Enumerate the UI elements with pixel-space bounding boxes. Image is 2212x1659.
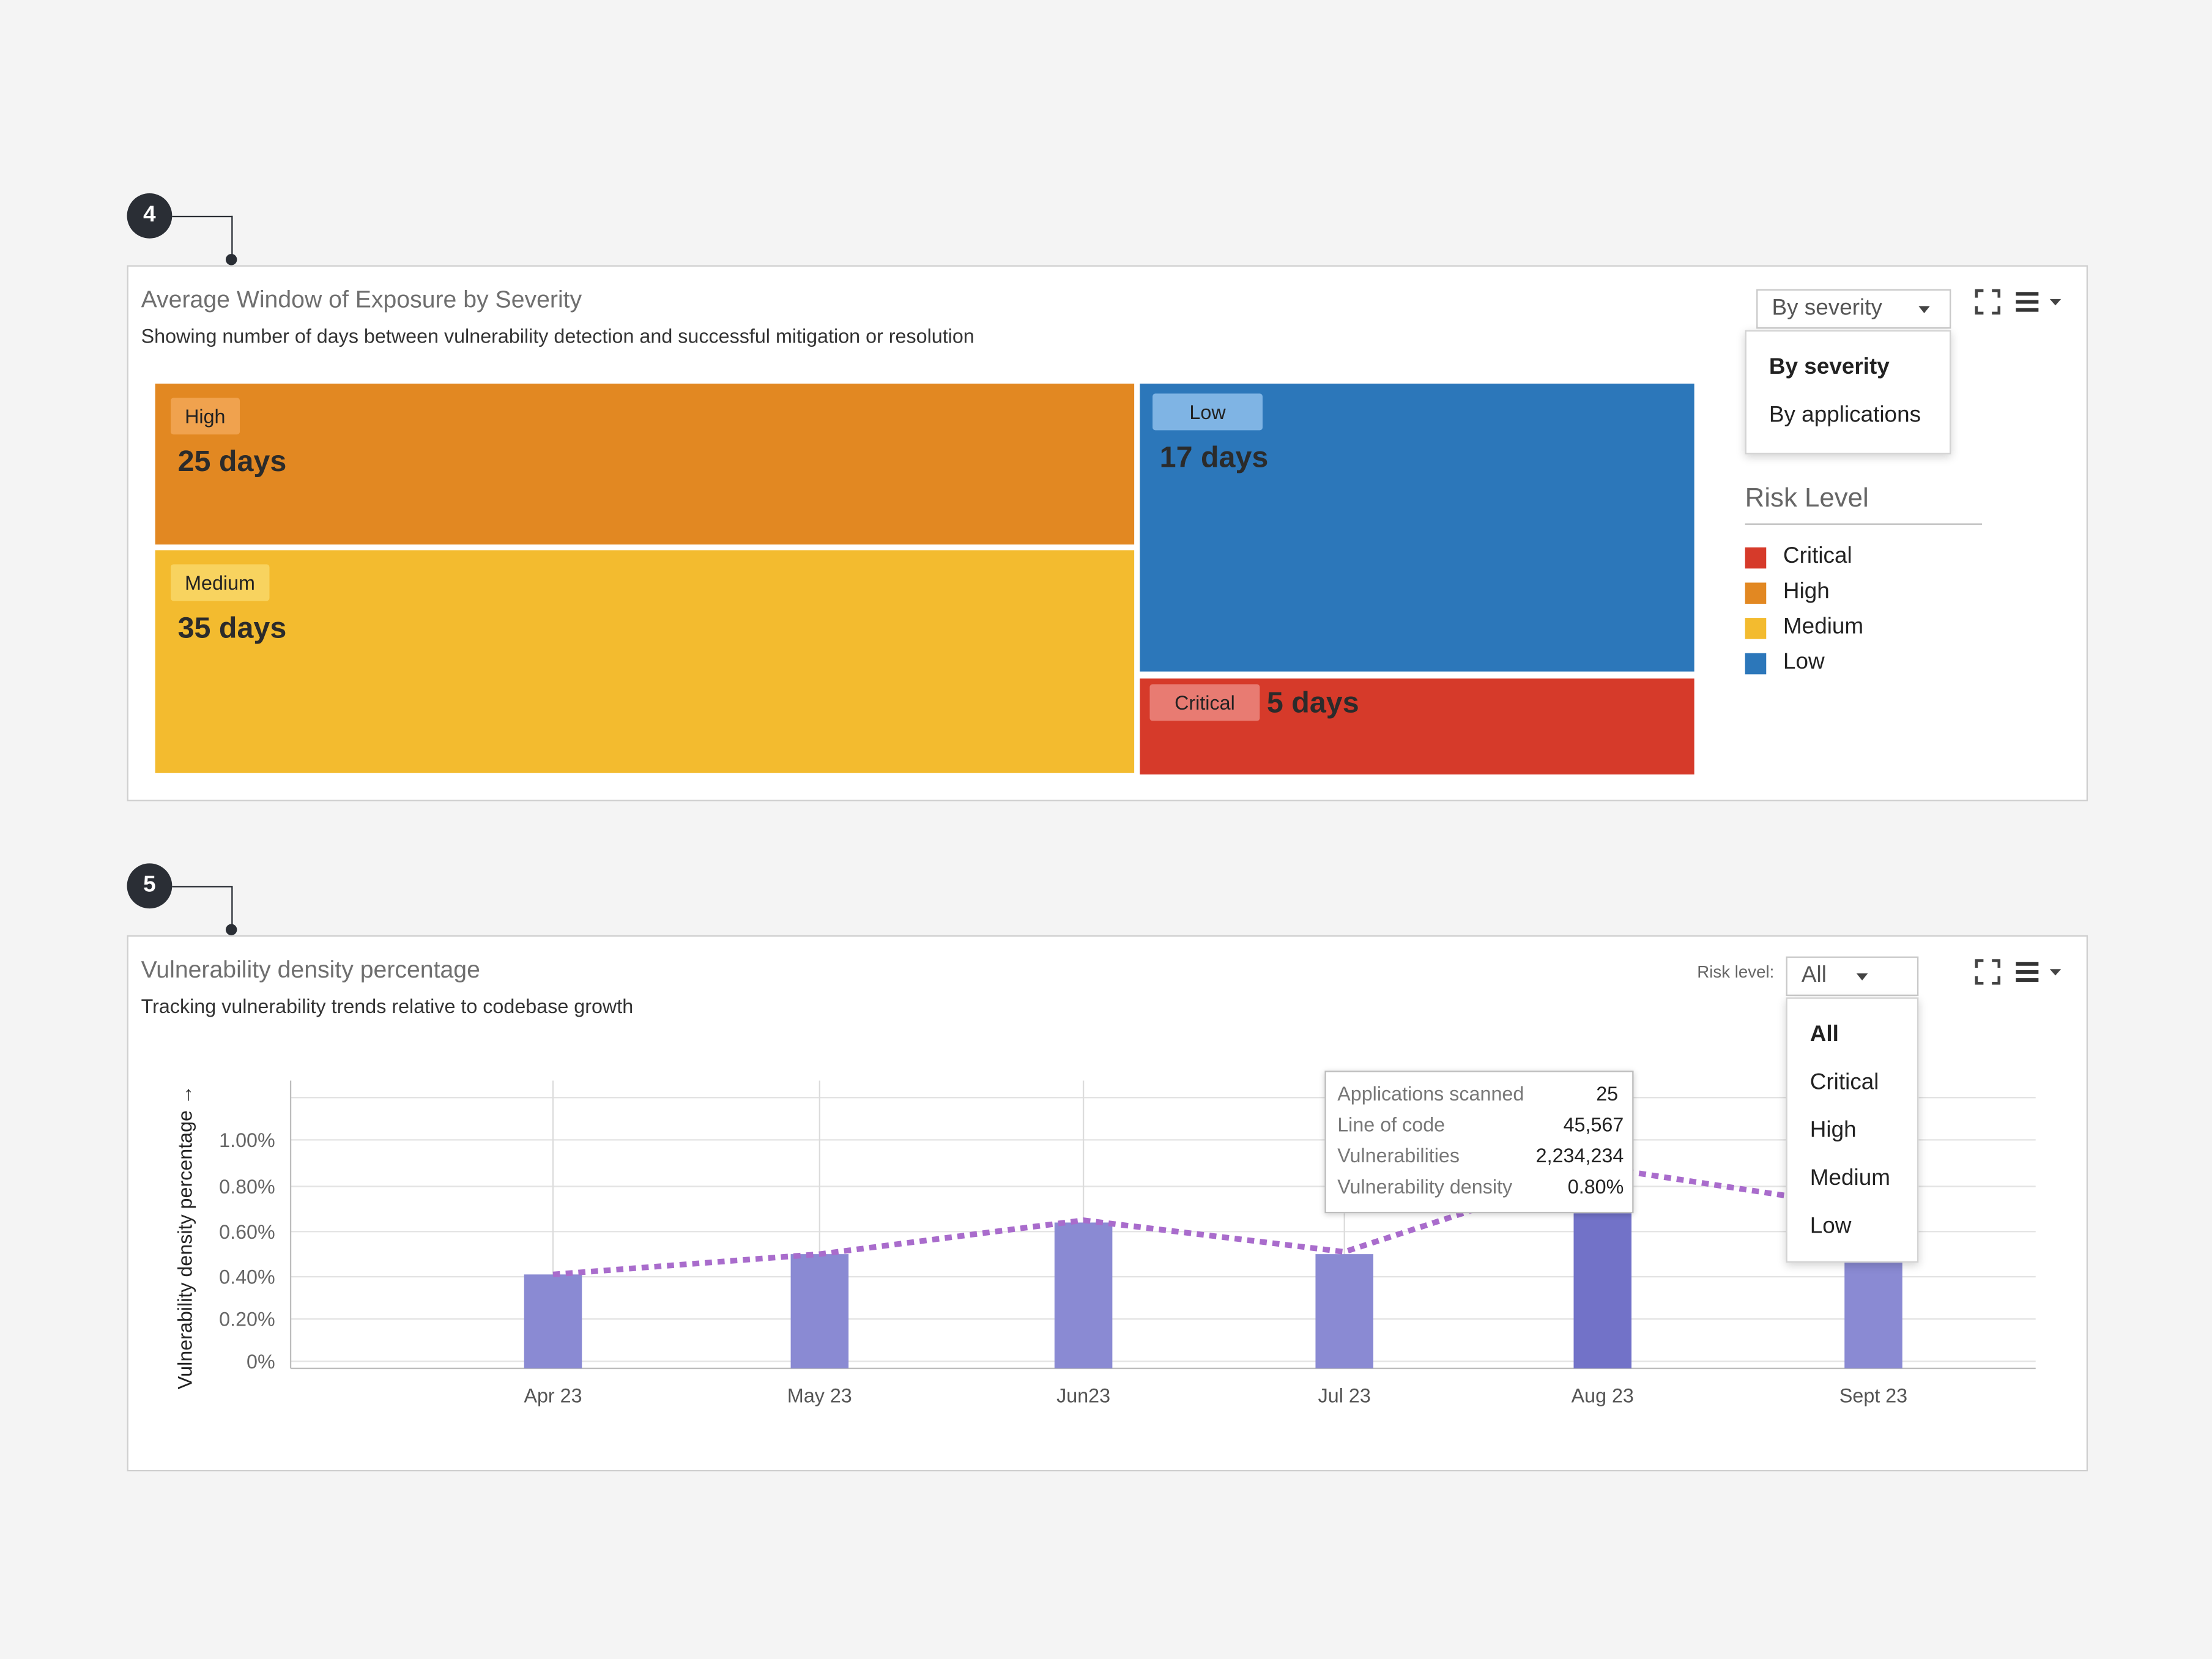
tile-medium[interactable]: Medium 35 days	[155, 550, 1135, 773]
connector-dot	[225, 254, 237, 265]
step-marker-5: 5	[127, 863, 173, 909]
tile-low[interactable]: Low 17 days	[1140, 384, 1694, 672]
menu-option-by-severity[interactable]: By severity	[1768, 355, 1890, 380]
chevron-down-icon	[1856, 973, 1868, 981]
tile-badge: High	[171, 398, 240, 435]
x-tick-label: Sept 23	[1839, 1384, 1907, 1406]
menu-option-high[interactable]: High	[1809, 1118, 1857, 1143]
legend-label: Critical	[1783, 544, 1852, 569]
tile-high[interactable]: High 25 days	[155, 384, 1135, 545]
risk-level-menu: All Critical High Medium Low	[1786, 997, 1919, 1263]
legend-item-low[interactable]: Low	[1745, 650, 1825, 676]
tooltip-row: Line of code 45,567	[1337, 1113, 1624, 1141]
tile-badge: Critical	[1149, 684, 1260, 721]
tile-value: 5 days	[1266, 687, 1359, 720]
marker-connector	[172, 215, 233, 257]
legend-swatch	[1745, 652, 1767, 674]
tile-value: 17 days	[1159, 441, 1269, 474]
bar[interactable]	[790, 1254, 849, 1368]
step-marker-4: 4	[127, 193, 173, 239]
menu-option-critical[interactable]: Critical	[1809, 1071, 1879, 1095]
legend-item-critical[interactable]: Critical	[1745, 544, 1852, 570]
risk-level-select-value: All	[1801, 963, 1827, 988]
tooltip-value: 45,567	[1563, 1113, 1624, 1136]
tile-value: 25 days	[177, 445, 287, 478]
bar[interactable]	[1054, 1222, 1113, 1368]
menu-icon[interactable]	[2014, 288, 2062, 316]
fullscreen-icon[interactable]	[1973, 958, 2002, 986]
y-tick-label: 0.80%	[219, 1176, 275, 1198]
legend-title: Risk Level	[1745, 483, 1869, 514]
legend-label: Medium	[1783, 615, 1864, 639]
series-line	[552, 1165, 1874, 1277]
x-tick-label: Apr 23	[524, 1384, 582, 1406]
legend-label: Low	[1783, 650, 1825, 675]
connector-dot	[225, 924, 237, 935]
panel-subtitle: Tracking vulnerability trends relative t…	[141, 994, 634, 1017]
menu-option-low[interactable]: Low	[1809, 1214, 1852, 1239]
y-tick-label: 0.40%	[219, 1266, 275, 1288]
panel-subtitle: Showing number of days between vulnerabi…	[141, 324, 974, 347]
y-axis-label: Vulnerability density percentage →	[174, 1085, 196, 1389]
x-tick-label: Aug 23	[1572, 1384, 1634, 1406]
bar[interactable]	[1844, 1254, 1902, 1368]
bar[interactable]	[524, 1274, 582, 1368]
y-tick-label: 0.20%	[219, 1308, 275, 1331]
density-panel: Vulnerability density percentage Trackin…	[127, 935, 2088, 1472]
view-by-select[interactable]: By severity	[1756, 289, 1951, 329]
tooltip-value: 2,234,234	[1535, 1144, 1624, 1167]
menu-icon[interactable]	[2014, 958, 2062, 986]
tooltip-label: Vulnerabilities	[1337, 1144, 1460, 1167]
panel-title: Average Window of Exposure by Severity	[141, 286, 582, 313]
legend-item-high[interactable]: High	[1745, 580, 1830, 606]
tooltip-label: Line of code	[1337, 1113, 1446, 1136]
x-tick-label: Jul 23	[1318, 1384, 1371, 1406]
menu-option-by-applications[interactable]: By applications	[1768, 403, 1921, 428]
legend-item-medium[interactable]: Medium	[1745, 615, 1863, 640]
y-tick-label: 0.60%	[219, 1221, 275, 1243]
tooltip-value: 25	[1596, 1082, 1619, 1105]
chart-tooltip: Applications scanned 25 Line of code 45,…	[1324, 1071, 1634, 1214]
tooltip-label: Vulnerability density	[1337, 1175, 1513, 1198]
view-by-menu: By severity By applications	[1745, 330, 1951, 455]
view-by-select-value: By severity	[1772, 296, 1882, 321]
tile-badge: Medium	[171, 564, 270, 601]
marker-connector	[172, 886, 233, 927]
tooltip-row: Vulnerability density 0.80%	[1337, 1175, 1624, 1203]
tile-critical[interactable]: Critical 5 days	[1140, 678, 1694, 775]
panel-title: Vulnerability density percentage	[141, 956, 480, 984]
menu-option-all[interactable]: All	[1809, 1022, 1839, 1047]
tile-value: 35 days	[177, 612, 287, 645]
chevron-down-icon	[1918, 306, 1930, 313]
risk-level-label: Risk level:	[1697, 962, 1775, 982]
legend-swatch	[1745, 582, 1767, 603]
y-tick-label: 1.00%	[219, 1129, 275, 1151]
bar[interactable]	[1315, 1254, 1374, 1368]
risk-level-select[interactable]: All	[1786, 956, 1919, 997]
fullscreen-icon[interactable]	[1973, 288, 2002, 316]
y-tick-label: 0%	[247, 1351, 275, 1373]
x-tick-label: Jun23	[1056, 1384, 1110, 1406]
legend-swatch	[1745, 546, 1767, 568]
legend-divider	[1745, 523, 1983, 525]
tooltip-label: Applications scanned	[1337, 1082, 1524, 1105]
exposure-panel: Average Window of Exposure by Severity S…	[127, 265, 2088, 801]
tooltip-row: Applications scanned 25	[1337, 1082, 1624, 1110]
x-tick-label: May 23	[787, 1384, 852, 1406]
legend-swatch	[1745, 617, 1767, 639]
menu-option-medium[interactable]: Medium	[1809, 1167, 1890, 1191]
tile-badge: Low	[1152, 393, 1263, 431]
tooltip-value: 0.80%	[1567, 1175, 1624, 1198]
legend-label: High	[1783, 579, 1830, 604]
tooltip-row: Vulnerabilities 2,234,234	[1337, 1144, 1624, 1172]
